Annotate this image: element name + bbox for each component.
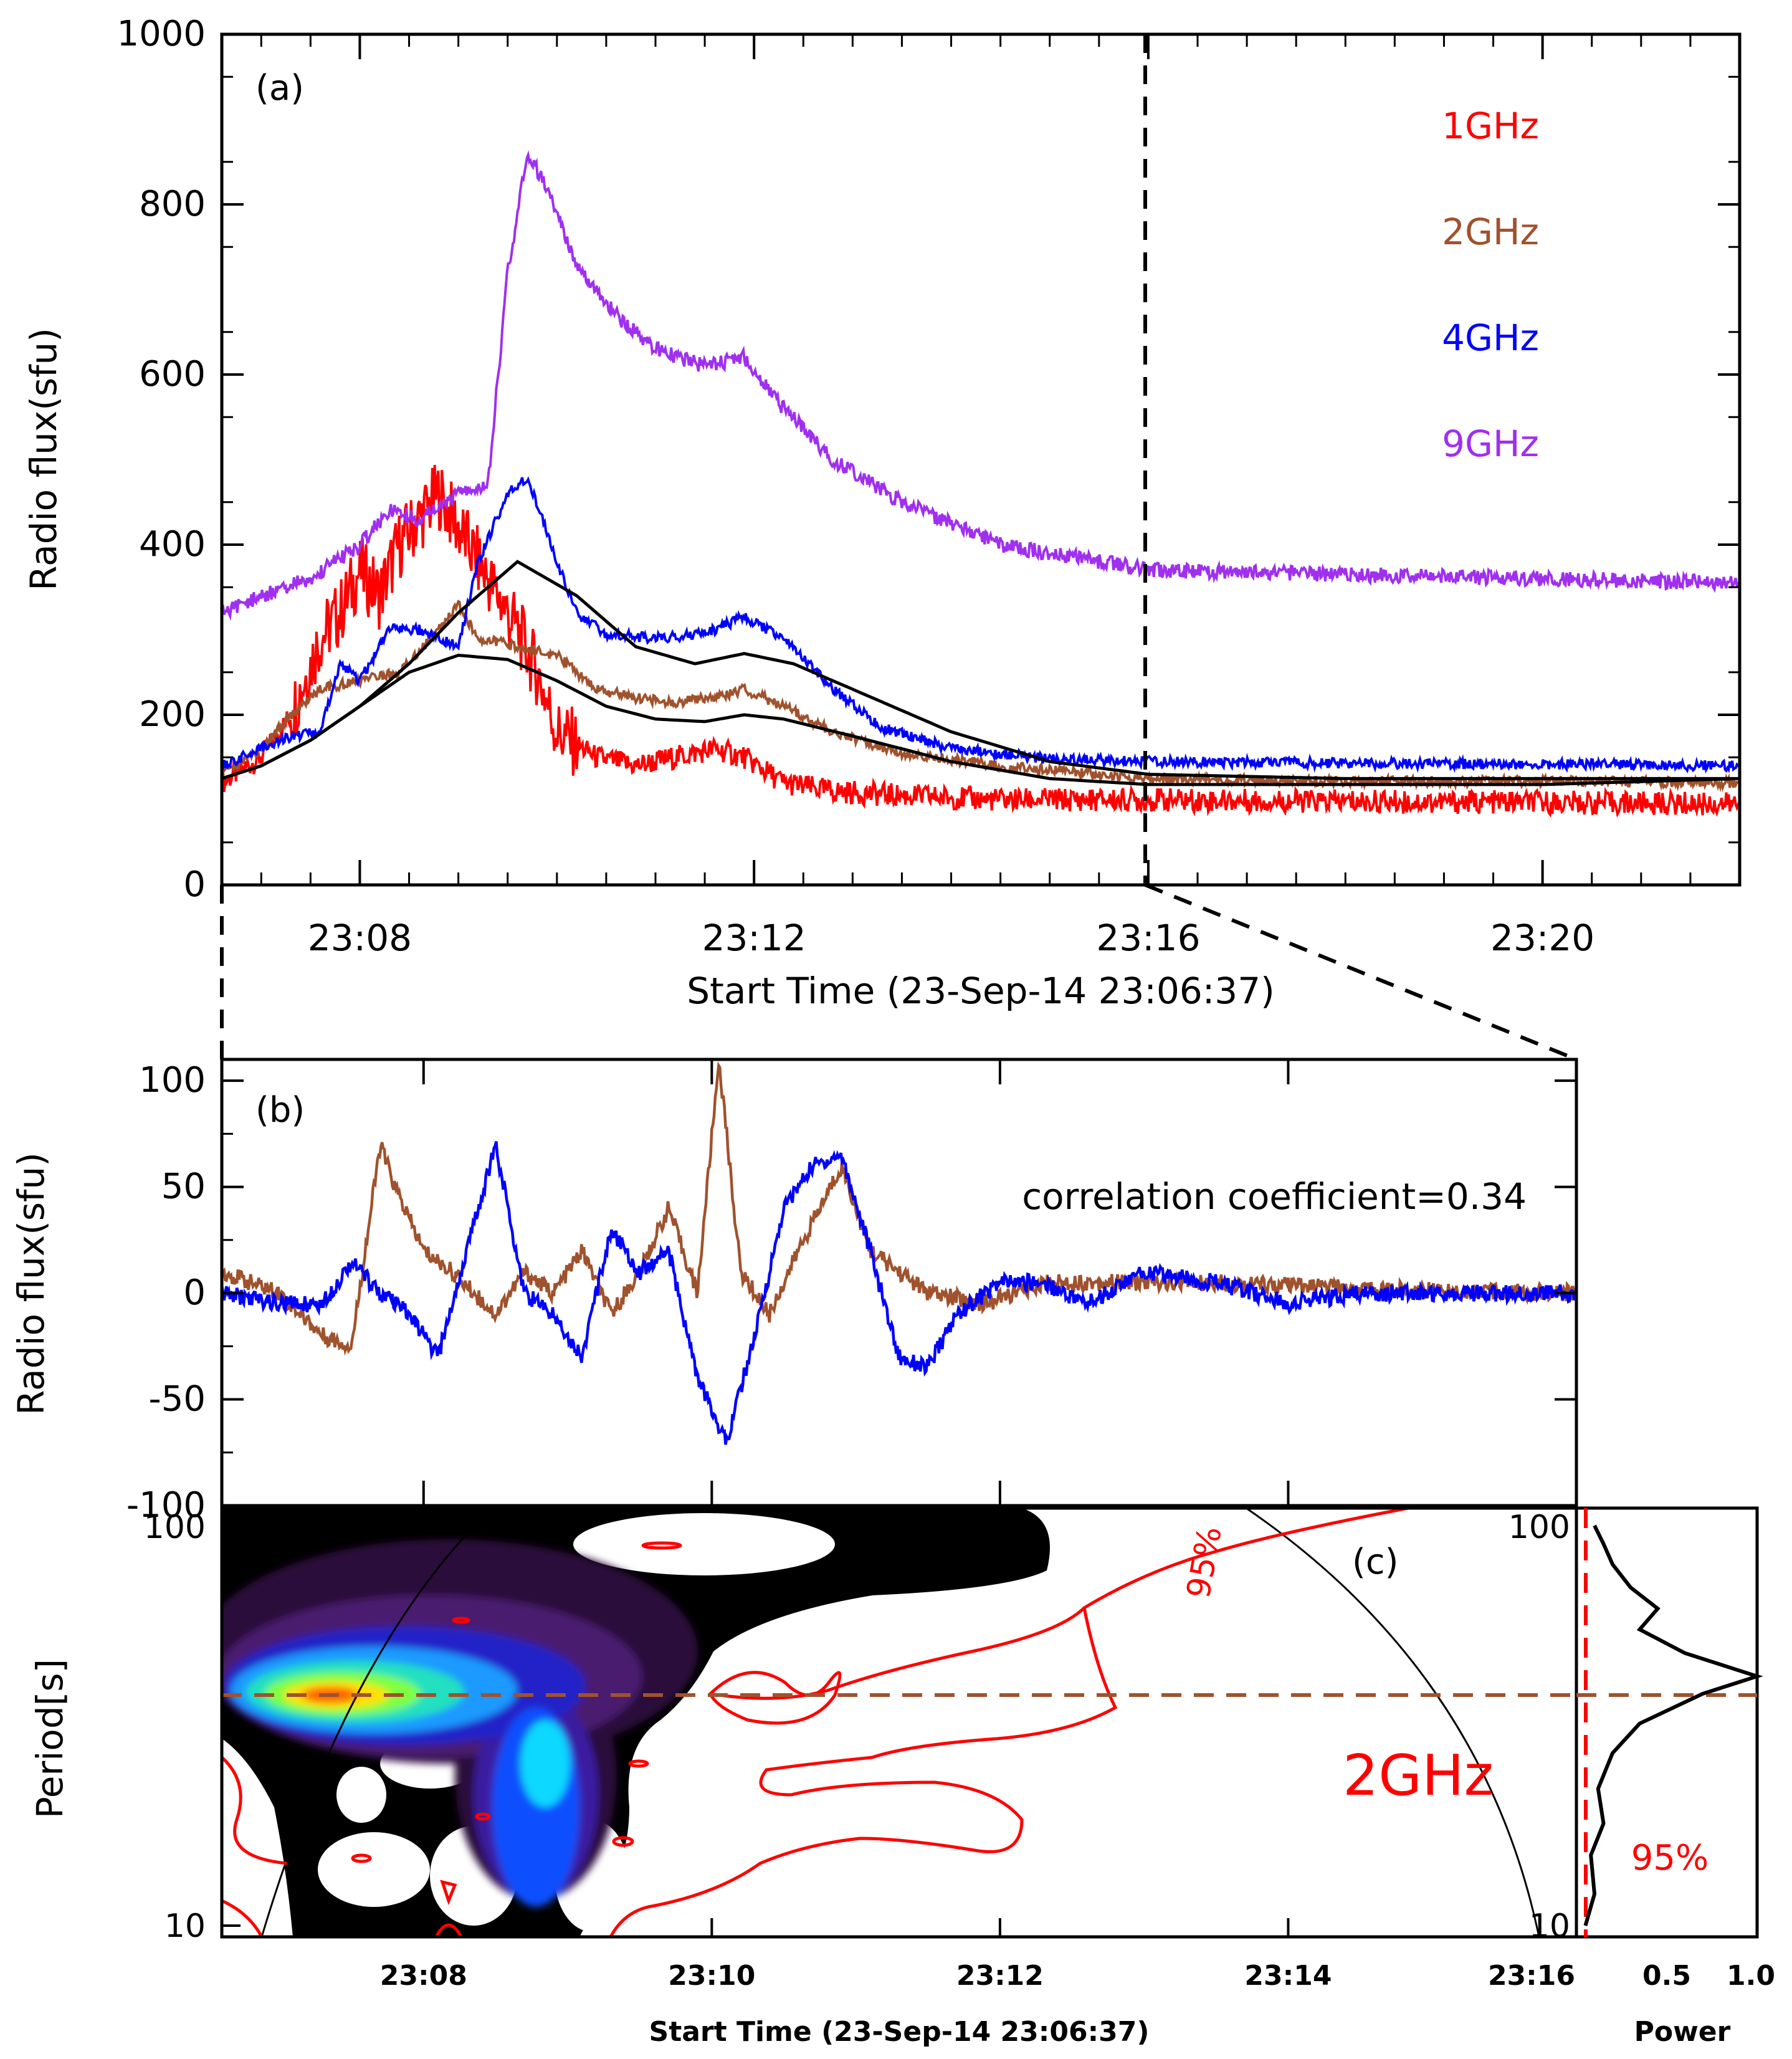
series-smooth-1-line (221, 560, 1740, 780)
panel-c-xtick-label: 23:14 (1244, 1960, 1332, 1992)
panel-b-series (220, 1061, 1578, 1445)
legend-9ghz: 9GHz (1442, 423, 1539, 465)
panel-a-frame (220, 32, 1742, 887)
global-power-ytick-10: 10 (1529, 1908, 1570, 1945)
panel-a: 0 200 400 600 800 1000 23:08 23:12 23:16 23:20 (… (22, 14, 1742, 1012)
panel-b-x-ticks (422, 1059, 1290, 1506)
panel-b-ylabel: Radio flux(sfu) (10, 1152, 52, 1415)
panel-b-frame (220, 1058, 1578, 1507)
wavelet-hole (318, 1832, 430, 1907)
wavelet-spectrum (222, 1508, 1576, 1937)
series-2ghz-detrended-line (220, 1061, 1578, 1356)
cone-of-influence (260, 1508, 493, 1937)
panel-c-xtick-label: 23:16 (1488, 1960, 1575, 1992)
panel-b-ytick-label: -50 (149, 1379, 206, 1420)
series-4ghz-line (221, 476, 1740, 774)
panel-a-xtick-label: 23:08 (308, 917, 412, 959)
series-9ghz-line (221, 150, 1741, 621)
panel-a-xtick-label: 23:16 (1096, 917, 1200, 959)
wavelet-hole (573, 1513, 835, 1575)
panel-b-ytick-label: 0 (183, 1273, 206, 1313)
panel-b-ytick-label: 50 (161, 1167, 206, 1207)
panel-c-xtick-label: 23:08 (380, 1960, 467, 1992)
panel-b-ytick-label: 100 (139, 1060, 206, 1101)
panel-a-x-axis: 23:08 23:12 23:16 23:20 (260, 34, 1741, 959)
panel-c-ytick-100: 100 (144, 1509, 206, 1546)
panel-a-ytick-label: 400 (139, 524, 206, 565)
wavelet-frequency-label: 2GHz (1343, 1743, 1494, 1808)
wavelet-level-4 (520, 1720, 570, 1807)
panel-a-ytick-label: 1000 (117, 14, 206, 54)
panel-a-legend: 1GHz 2GHz 4GHz 9GHz (1442, 105, 1539, 465)
panel-c-ylabel: Period[s] (29, 1659, 71, 1818)
panel-c-label: (c) (1352, 1542, 1398, 1582)
global-power-sig-label: 95% (1631, 1838, 1709, 1878)
series-smooth-2-line (221, 653, 1740, 786)
panel-b-label: (b) (255, 1090, 305, 1130)
global-power-curve (1583, 1524, 1763, 1926)
global-power-ytick-100: 100 (1508, 1509, 1570, 1546)
legend-2ghz: 2GHz (1442, 211, 1539, 253)
series-4ghz-detrended-line (220, 1141, 1578, 1445)
panel-a-ytick-label: 800 (139, 184, 206, 224)
global-power-panel: 95% 100 10 0.5 1.0 Power (1508, 1506, 1775, 2048)
panel-b-y-axis: -100 -50 0 50 100 (126, 1060, 1576, 1526)
global-power-frame (1575, 1506, 1759, 1939)
panel-c-ytick-10: 10 (164, 1908, 206, 1945)
zoom-connector-right (1144, 883, 1578, 1061)
global-power-xtick-1.0: 1.0 (1727, 1960, 1775, 1992)
series-1ghz-line (221, 464, 1741, 818)
panel-a-label: (a) (255, 68, 304, 108)
correlation-annotation: correlation coefficient=0.34 (1022, 1175, 1527, 1218)
panel-c-x-axis: 23:08 23:10 23:12 23:14 23:16 (380, 1918, 1578, 1992)
wavelet-hole (336, 1767, 386, 1823)
panel-a-ytick-label: 600 (139, 354, 206, 394)
panel-b-ytick-label: -100 (126, 1485, 206, 1526)
panel-a-xlabel: Start Time (23-Sep-14 23:06:37) (687, 970, 1274, 1012)
panel-b: -100 -50 0 50 100 (b) correlation coefficien… (10, 1058, 1578, 1526)
global-power-xlabel: Power (1634, 2016, 1731, 2048)
panel-c-xlabel: Start Time (23-Sep-14 23:06:37) (649, 2016, 1150, 2048)
panel-c-xtick-label: 23:10 (668, 1960, 755, 1992)
legend-4ghz: 4GHz (1442, 317, 1539, 359)
panel-a-series (221, 150, 1741, 818)
panel-a-ytick-label: 0 (183, 864, 206, 905)
panel-a-xtick-label: 23:20 (1490, 917, 1594, 959)
panel-c: 23:08 23:10 23:12 23:14 23:16 100 10 (c) 2GH… (29, 1506, 1578, 2048)
legend-1ghz: 1GHz (1442, 105, 1539, 147)
panel-a-xtick-label: 23:12 (702, 917, 806, 959)
panel-a-ylabel: Radio flux(sfu) (22, 328, 65, 591)
significance-contours (222, 1508, 1409, 1937)
panel-a-ytick-label: 200 (139, 694, 206, 735)
global-power-xtick-0.5: 0.5 (1642, 1960, 1691, 1992)
panel-a-y-axis: 0 200 400 600 800 1000 (117, 14, 1740, 905)
panel-c-xtick-label: 23:12 (956, 1960, 1044, 1992)
